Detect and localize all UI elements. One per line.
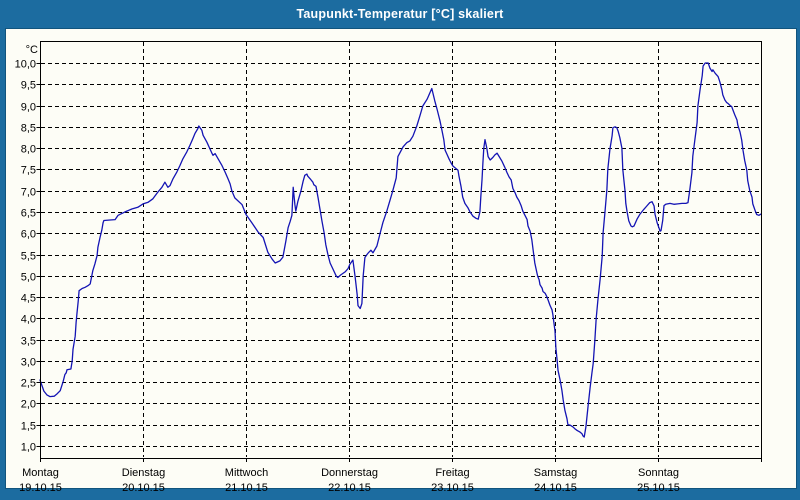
- x-day-label: Donnerstag: [321, 467, 378, 479]
- y-axis-unit-label: °C: [26, 44, 38, 56]
- y-axis-label: 6,5: [21, 208, 36, 220]
- x-date-label: 24.10.15: [534, 482, 577, 494]
- y-axis-label: 7,0: [21, 187, 36, 199]
- x-day-label: Samstag: [534, 467, 577, 479]
- y-axis-label: 3,5: [21, 336, 36, 348]
- x-day-label: Dienstag: [122, 467, 165, 479]
- chart-panel: [5, 28, 797, 489]
- y-axis-label: 8,0: [21, 144, 36, 156]
- y-axis-label: 4,5: [21, 293, 36, 305]
- y-axis-label: 2,0: [21, 399, 36, 411]
- y-axis-label: 2,5: [21, 378, 36, 390]
- y-axis-label: 5,5: [21, 251, 36, 263]
- x-day-label: Mittwoch: [225, 467, 268, 479]
- x-date-label: 20.10.15: [122, 482, 165, 494]
- x-day-label: Freitag: [435, 467, 469, 479]
- y-axis-label: 4,0: [21, 314, 36, 326]
- y-axis-label: 6,0: [21, 229, 36, 241]
- y-axis-label: 3,0: [21, 357, 36, 369]
- x-day-label: Sonntag: [638, 467, 679, 479]
- x-date-label: 25.10.15: [637, 482, 680, 494]
- window-title-bar[interactable]: Taupunkt-Temperatur [°C] skaliert: [0, 0, 800, 28]
- plot-border: [40, 41, 762, 459]
- y-axis-label: 10,0: [15, 59, 36, 71]
- window-title: Taupunkt-Temperatur [°C] skaliert: [296, 7, 504, 21]
- x-date-label: 21.10.15: [225, 482, 268, 494]
- temperature-line: [39, 62, 762, 438]
- y-axis-label: 5,0: [21, 272, 36, 284]
- y-axis-label: 1,5: [21, 421, 36, 433]
- y-axis-label: 9,5: [21, 80, 36, 92]
- x-day-label: Montag: [22, 467, 59, 479]
- y-axis-label: 9,0: [21, 102, 36, 114]
- y-axis-label: 8,5: [21, 123, 36, 135]
- x-date-label: 19.10.15: [19, 482, 62, 494]
- y-axis-label: 7,5: [21, 165, 36, 177]
- y-axis-label: 1,0: [21, 442, 36, 454]
- x-date-label: 23.10.15: [431, 482, 474, 494]
- x-date-label: 22.10.15: [328, 482, 371, 494]
